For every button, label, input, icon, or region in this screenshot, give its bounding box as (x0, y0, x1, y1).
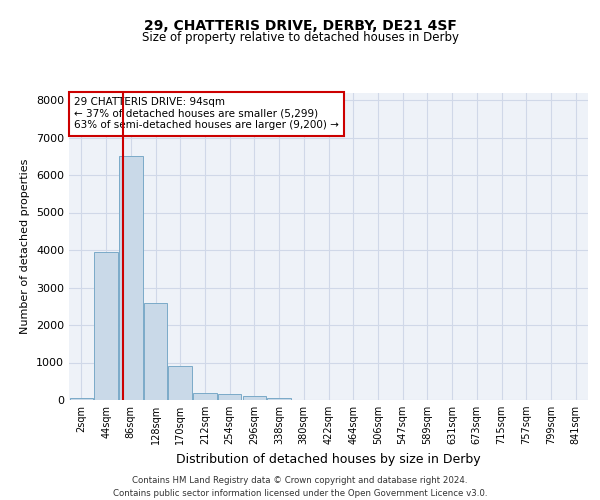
Bar (218, 394, 241, 400)
Text: 29, CHATTERIS DRIVE, DERBY, DE21 4SF: 29, CHATTERIS DRIVE, DERBY, DE21 4SF (143, 18, 457, 32)
Y-axis label: Number of detached properties: Number of detached properties (20, 158, 31, 334)
Text: Contains HM Land Registry data © Crown copyright and database right 2024.
Contai: Contains HM Land Registry data © Crown c… (113, 476, 487, 498)
Bar (193, 392, 217, 400)
Bar (119, 156, 143, 400)
Bar (94, 252, 118, 400)
Bar (169, 366, 192, 400)
Text: Size of property relative to detached houses in Derby: Size of property relative to detached ho… (142, 31, 458, 44)
Bar (144, 302, 167, 400)
X-axis label: Distribution of detached houses by size in Derby: Distribution of detached houses by size … (176, 452, 481, 466)
Bar (268, 398, 291, 400)
Bar (70, 398, 93, 400)
Text: 29 CHATTERIS DRIVE: 94sqm
← 37% of detached houses are smaller (5,299)
63% of se: 29 CHATTERIS DRIVE: 94sqm ← 37% of detac… (74, 97, 339, 130)
Bar (242, 396, 266, 400)
